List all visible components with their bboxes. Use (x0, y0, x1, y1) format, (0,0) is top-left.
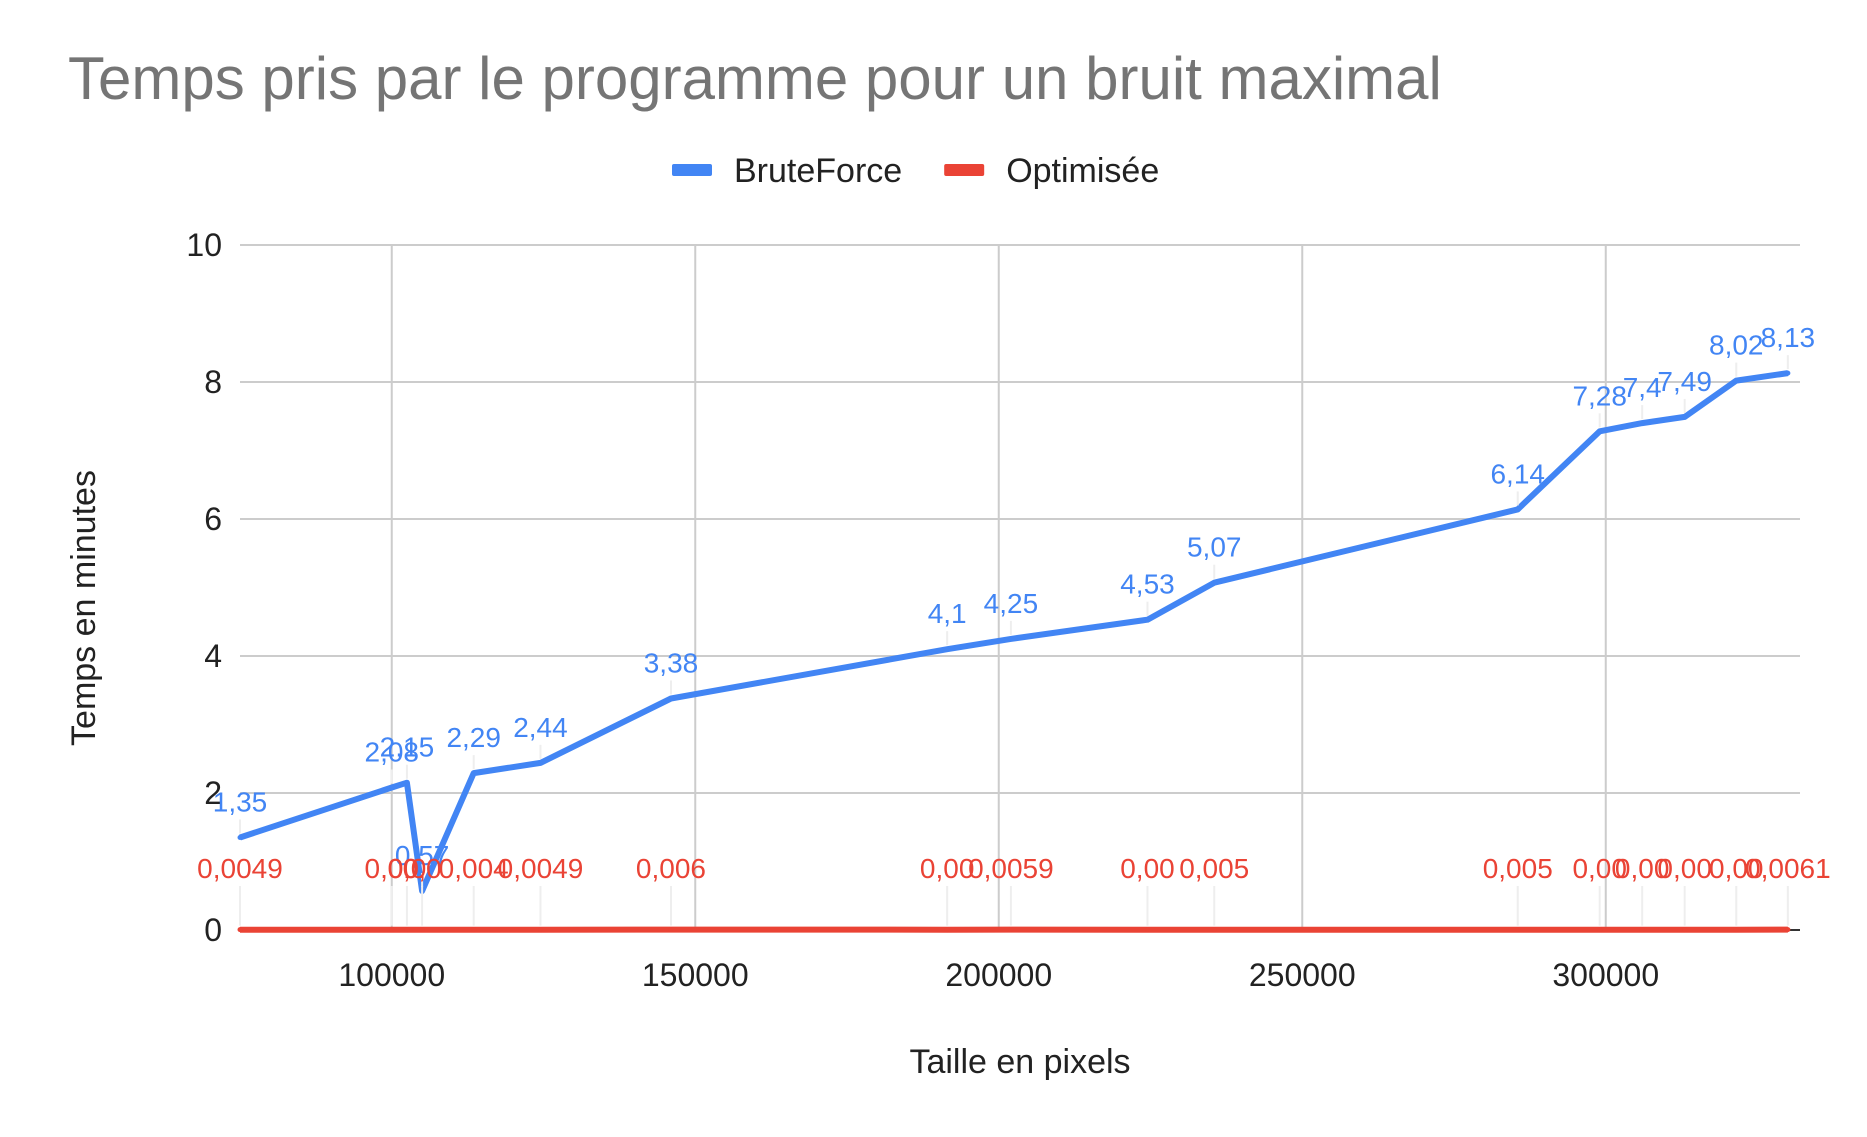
data-point (1597, 927, 1603, 933)
data-label: 0,00 (920, 853, 975, 884)
y-tick-label: 10 (186, 227, 222, 263)
data-label: 2,08 (365, 737, 420, 768)
series-layer (237, 370, 1791, 933)
data-point (389, 927, 395, 933)
data-label: 0,00 (1120, 853, 1175, 884)
legend-swatch (944, 164, 985, 176)
data-label: 7,4 (1623, 372, 1662, 403)
data-label: 4,25 (984, 588, 1039, 619)
x-tick-label: 100000 (338, 957, 445, 993)
x-axis-title: Taille en pixels (909, 1043, 1130, 1081)
y-axis-title: Temps en minutes (65, 470, 103, 746)
data-point (1211, 927, 1217, 933)
data-label: 0,00 (365, 853, 420, 884)
data-point (471, 770, 477, 776)
data-point (1639, 927, 1645, 933)
data-label: 0,005 (1179, 853, 1249, 884)
x-tick-label: 150000 (642, 957, 749, 993)
data-label: 1,35 (213, 787, 268, 818)
data-label: 7,28 (1572, 380, 1627, 411)
data-point (944, 646, 950, 652)
data-label: 5,07 (1187, 532, 1242, 563)
data-point (1597, 428, 1603, 434)
data-point (237, 835, 243, 841)
x-tick-label: 300000 (1552, 957, 1659, 993)
legend: BruteForce Optimisée (672, 152, 1159, 190)
data-point (1144, 617, 1150, 623)
data-label: 4,53 (1120, 569, 1175, 600)
data-point (668, 927, 674, 933)
data-label: 0,0061 (1745, 853, 1831, 884)
data-label: 2,44 (513, 712, 568, 743)
x-tick-label: 200000 (945, 957, 1052, 993)
data-point (389, 785, 395, 791)
data-point (944, 927, 950, 933)
x-tick-label: 250000 (1249, 957, 1356, 993)
data-label: 0,00 (1709, 853, 1764, 884)
data-label: 0,57 (395, 840, 450, 871)
data-point (537, 927, 543, 933)
data-point (419, 927, 425, 933)
data-label: 0,00 (1615, 853, 1670, 884)
data-point (1785, 927, 1791, 933)
data-label: 0,00 (1657, 853, 1712, 884)
data-point (1008, 636, 1014, 642)
data-point (1639, 420, 1645, 426)
data-label: 3,38 (644, 647, 699, 678)
data-point (1008, 927, 1014, 933)
data-point (1682, 927, 1688, 933)
data-point (471, 927, 477, 933)
data-point (1144, 927, 1150, 933)
data-label: 0,005 (1483, 853, 1553, 884)
data-point (1785, 370, 1791, 376)
y-tick-label: 2 (204, 775, 222, 811)
legend-label: Optimisée (1006, 152, 1159, 190)
series-line (239, 370, 1789, 894)
data-point (1682, 414, 1688, 420)
data-point (237, 927, 243, 933)
data-label: 0,004 (439, 853, 509, 884)
data-labels: 1,35 2,082,15 0,57 2,29 2,44 3,38 4,1 4,25 4,53 5… (197, 322, 1831, 926)
data-label: 0,0 (403, 853, 442, 884)
gridlines (240, 244, 1800, 931)
chart-title: Temps pris par le programme pour un brui… (68, 45, 1442, 112)
legend-swatch (672, 164, 712, 176)
data-point (1733, 927, 1739, 933)
data-label: 2,15 (380, 732, 435, 763)
y-tick-label: 6 (204, 501, 222, 537)
data-label: 0,0 (387, 853, 426, 884)
data-point (404, 927, 410, 933)
legend-label: BruteForce (734, 152, 902, 190)
data-point (537, 760, 543, 766)
data-label: 0,0059 (968, 853, 1054, 884)
data-label: 0,006 (636, 853, 706, 884)
data-label: 4,1 (928, 598, 967, 629)
data-label: 8,13 (1761, 322, 1816, 353)
data-point (404, 780, 410, 786)
data-point (668, 695, 674, 701)
y-tick-label: 0 (204, 912, 222, 948)
data-label: 0,00 (1572, 853, 1627, 884)
data-label: 6,14 (1490, 458, 1545, 489)
y-tick-label: 4 (204, 638, 222, 674)
data-point (1515, 506, 1521, 512)
data-point (1733, 378, 1739, 384)
data-point (1515, 927, 1521, 933)
data-label: 8,02 (1709, 330, 1764, 361)
data-label: 2,29 (446, 722, 501, 753)
data-label: 0,0049 (498, 853, 584, 884)
data-label: 0,0049 (197, 853, 283, 884)
y-tick-label: 8 (204, 364, 222, 400)
data-point (1211, 580, 1217, 586)
data-label: 7,49 (1657, 366, 1712, 397)
